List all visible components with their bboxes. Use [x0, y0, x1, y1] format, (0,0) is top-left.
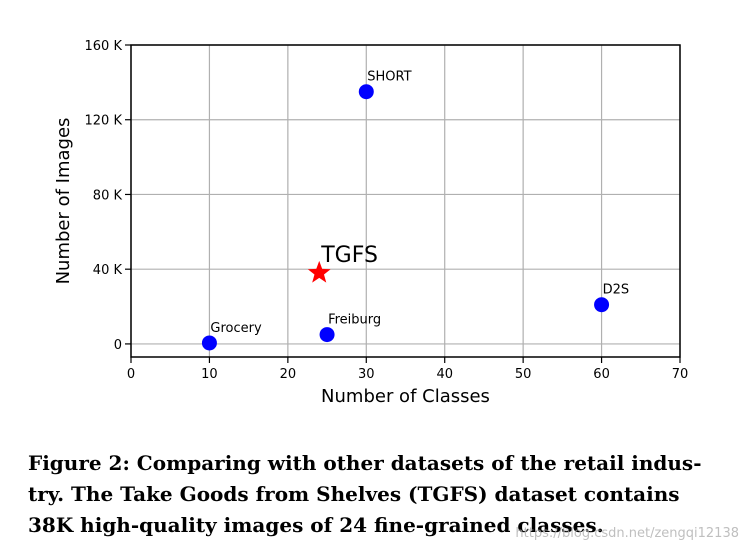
- point-label-tgfs: TGFS: [320, 243, 378, 268]
- x-tick-label: 60: [593, 367, 610, 382]
- x-tick-label: 10: [201, 367, 218, 382]
- point-tgfs: [307, 260, 331, 283]
- point-d2s: [594, 297, 610, 313]
- caption-line: 38K high-quality images of 24 fine-grain…: [28, 513, 604, 537]
- caption-line: try. The Take Goods from Shelves (TGFS) …: [28, 482, 680, 506]
- x-tick-label: 30: [358, 367, 375, 382]
- point-grocery: [201, 335, 217, 351]
- caption-line: Figure 2: Comparing with other datasets …: [28, 451, 702, 475]
- y-tick-label: 120 K: [85, 114, 123, 129]
- y-tick-label: 40 K: [93, 263, 123, 278]
- x-tick-label: 20: [280, 367, 297, 382]
- point-short: [358, 84, 374, 100]
- point-label-d2s: D2S: [603, 283, 630, 298]
- watermark: https://blog.csdn.net/zengqi12138: [515, 526, 739, 541]
- plot-frame: [130, 44, 681, 358]
- x-axis-title: Number of Classes: [321, 386, 490, 407]
- y-tick-label: 80 K: [93, 188, 123, 203]
- axis-ticks: 0 10 20 30 40 50 60 70 0 40 K 80 K 120 K 160 K: [85, 39, 689, 382]
- y-tick-label: 160 K: [85, 39, 123, 54]
- point-label-freiburg: Freiburg: [328, 313, 381, 328]
- x-tick-label: 0: [127, 367, 135, 382]
- point-label-short: SHORT: [367, 70, 411, 85]
- x-tick-label: 70: [672, 367, 689, 382]
- scatter-chart: 0 10 20 30 40 50 60 70 0 40 K 80 K 120 K 160 K Groce…: [53, 39, 689, 407]
- point-label-grocery: Grocery: [210, 321, 262, 336]
- data-points: Grocery Freiburg SHORT D2S TGFS: [201, 70, 630, 351]
- y-tick-label: 0: [114, 338, 122, 353]
- y-axis-title: Number of Images: [53, 118, 74, 285]
- point-freiburg: [319, 327, 335, 343]
- x-tick-label: 40: [436, 367, 453, 382]
- x-tick-label: 50: [515, 367, 532, 382]
- figure-caption: Figure 2: Comparing with other datasets …: [28, 448, 728, 541]
